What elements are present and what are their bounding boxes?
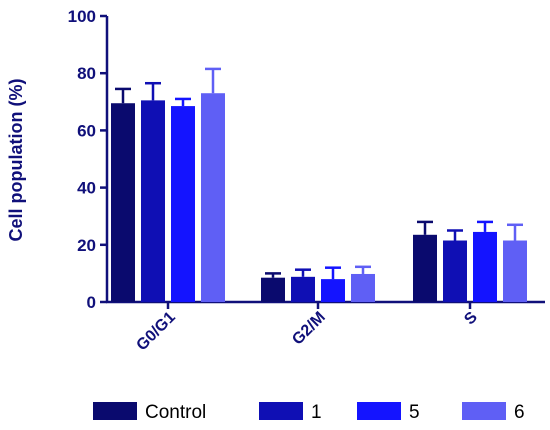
x-tick-label: G2/M bbox=[289, 309, 329, 349]
bar bbox=[351, 273, 375, 302]
y-tick-label: 100 bbox=[68, 7, 96, 26]
y-tick-label: 80 bbox=[77, 64, 96, 83]
y-tick-label: 60 bbox=[77, 121, 96, 140]
legend-swatch bbox=[259, 402, 303, 420]
bar bbox=[261, 277, 285, 302]
y-axis-label: Cell population (%) bbox=[6, 79, 26, 242]
bar bbox=[321, 279, 345, 302]
bar bbox=[443, 240, 467, 302]
y-tick-label: 40 bbox=[77, 179, 96, 198]
bar bbox=[291, 276, 315, 302]
y-axis: 0 20 40 60 80 100 bbox=[68, 7, 109, 312]
legend-label: 1 bbox=[311, 402, 322, 423]
bar bbox=[141, 100, 165, 303]
bar bbox=[171, 106, 195, 302]
legend: Control 1 5 6 bbox=[93, 402, 525, 423]
legend-label: Control bbox=[145, 402, 206, 423]
y-tick-label: 0 bbox=[87, 293, 96, 312]
legend-swatch bbox=[357, 402, 401, 420]
legend-label: 5 bbox=[409, 402, 420, 423]
bar bbox=[473, 231, 497, 302]
x-tick-label: G0/G1 bbox=[133, 309, 178, 354]
bar bbox=[503, 240, 527, 302]
legend-swatch bbox=[93, 402, 137, 420]
x-axis: G0/G1 G2/M S bbox=[106, 300, 545, 354]
bar bbox=[201, 93, 225, 302]
legend-swatch bbox=[462, 402, 506, 420]
bars bbox=[111, 67, 527, 303]
bar bbox=[111, 103, 135, 302]
x-tick-label: S bbox=[461, 309, 481, 329]
legend-label: 6 bbox=[514, 402, 525, 423]
bar bbox=[413, 234, 437, 302]
y-tick-label: 20 bbox=[77, 236, 96, 255]
